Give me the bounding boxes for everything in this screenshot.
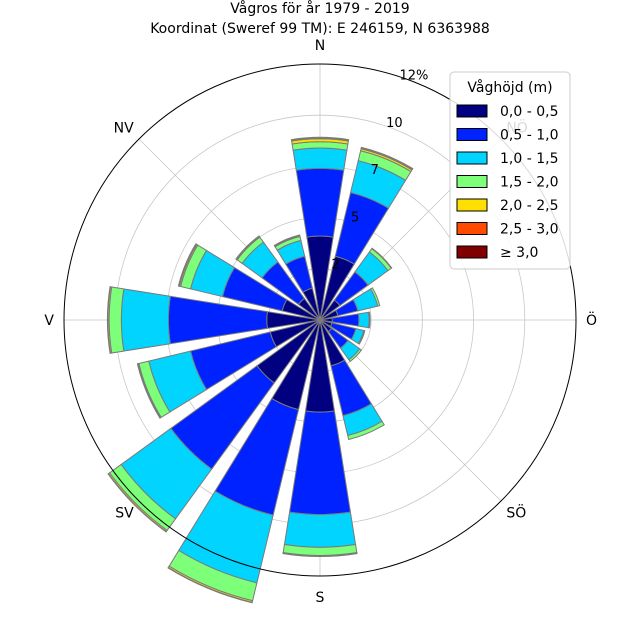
radial-tick-label: 2 xyxy=(331,258,339,273)
radial-tick-label: 12% xyxy=(400,68,429,83)
rose-bar-SSÖ-series-3 xyxy=(347,420,385,441)
rose-bar-NNV-series-5 xyxy=(273,234,301,247)
rose-bar-S-series-4 xyxy=(282,552,358,558)
rose-bar-N-series-2 xyxy=(292,147,348,171)
rose-bar-VSV-series-5 xyxy=(136,363,161,419)
rose-bar-N-series-1 xyxy=(295,168,345,238)
legend-label-0: 0,0 - 0,5 xyxy=(500,104,558,120)
legend-label-2: 1,0 - 1,5 xyxy=(500,151,558,167)
rose-bar-N-series-6 xyxy=(290,136,350,141)
legend-swatch-1 xyxy=(456,128,488,141)
rose-bar-V-series-5 xyxy=(106,286,112,354)
rose-bar-V-series-3 xyxy=(108,286,125,354)
compass-label-V: V xyxy=(44,313,54,329)
rose-bar-SV-series-5 xyxy=(107,473,167,533)
rose-bars xyxy=(106,136,414,604)
compass-label-Ö: Ö xyxy=(586,311,597,329)
rose-bar-SSV-series-5 xyxy=(167,566,253,604)
rose-bar-Ö-series-2 xyxy=(357,311,370,329)
legend-swatch-4 xyxy=(456,198,488,212)
rose-bar-NNÖ-series-6 xyxy=(360,146,414,170)
legend-label-5: 2,5 - 3,0 xyxy=(500,222,558,238)
rose-bar-Ö-series-3 xyxy=(367,311,371,329)
legend-swatch-2 xyxy=(456,151,488,165)
compass-label-SV: SV xyxy=(115,505,134,521)
legend-box xyxy=(449,71,571,270)
rose-bar-S-series-2 xyxy=(283,511,357,548)
legend-swatch-6 xyxy=(456,245,488,259)
chart-title-line-1: Vågros för år 1979 - 2019 xyxy=(230,0,409,17)
legend-label-1: 0,5 - 1,0 xyxy=(500,128,558,144)
radial-tick-label: 10 xyxy=(386,116,403,131)
polar-outline xyxy=(63,63,577,577)
legend-swatch-3 xyxy=(456,175,488,188)
rose-bar-V-series-2 xyxy=(120,288,171,352)
rose-bar-NV-series-5 xyxy=(235,235,260,260)
legend: Våghöjd (m) 0,0 - 0,5 0,5 - 1,0 1,0 - 1,5 1,… xyxy=(449,71,571,270)
compass-label-N: N xyxy=(315,38,325,54)
legend-title: Våghöjd (m) xyxy=(467,79,552,96)
legend-label-6: ≥ 3,0 xyxy=(500,245,538,261)
legend-label-3: 1,5 - 2,0 xyxy=(500,175,558,191)
compass-label-S: S xyxy=(316,590,325,606)
chart-title-line-2: Koordinat (Sweref 99 TM): E 246159, N 63… xyxy=(150,21,490,37)
compass-label-SÖ: SÖ xyxy=(506,503,526,521)
legend-label-4: 2,0 - 2,5 xyxy=(500,198,558,214)
compass-label-NV: NV xyxy=(114,121,134,137)
legend-swatch-5 xyxy=(456,222,488,235)
legend-swatch-0 xyxy=(456,104,488,118)
radial-tick-label: 7 xyxy=(371,163,379,178)
rose-bar-SÖ-series-3 xyxy=(348,348,363,363)
rose-bar-ÖSÖ-series-3 xyxy=(357,329,366,345)
outer-circle xyxy=(63,63,577,577)
rose-bar-VNV-series-6 xyxy=(177,243,197,287)
rose-bar-S-series-1 xyxy=(288,410,352,516)
radial-tick-label: 5 xyxy=(351,210,359,225)
rose-bar-ÖNÖ-series-3 xyxy=(369,287,381,307)
rose-bar-NÖ-series-4 xyxy=(371,247,393,269)
